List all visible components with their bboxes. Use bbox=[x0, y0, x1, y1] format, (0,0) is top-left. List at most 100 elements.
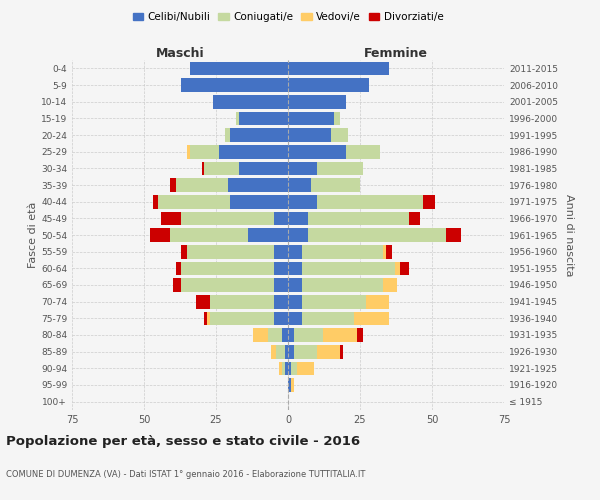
Bar bbox=[288, 328, 363, 342]
Bar bbox=[236, 112, 288, 125]
Bar bbox=[288, 262, 400, 275]
Bar bbox=[181, 245, 288, 258]
Bar bbox=[288, 212, 409, 225]
Bar bbox=[210, 312, 288, 325]
Bar bbox=[274, 312, 288, 325]
Bar bbox=[288, 78, 368, 92]
Bar bbox=[288, 295, 389, 308]
Bar bbox=[210, 295, 288, 308]
Bar bbox=[274, 295, 288, 308]
Bar bbox=[271, 345, 288, 358]
Bar bbox=[170, 228, 288, 242]
Bar bbox=[202, 162, 288, 175]
Bar bbox=[288, 245, 386, 258]
Bar bbox=[187, 145, 288, 158]
Bar bbox=[288, 262, 302, 275]
Bar bbox=[181, 212, 288, 225]
Bar bbox=[288, 312, 354, 325]
Bar bbox=[181, 212, 288, 225]
Bar bbox=[288, 178, 360, 192]
Bar bbox=[288, 228, 308, 242]
Bar bbox=[288, 345, 343, 358]
Bar bbox=[230, 128, 288, 142]
Bar bbox=[288, 378, 291, 392]
Bar bbox=[288, 95, 346, 108]
Bar bbox=[176, 178, 288, 192]
Bar bbox=[280, 362, 288, 375]
Bar bbox=[181, 262, 288, 275]
Bar bbox=[288, 78, 368, 92]
Bar bbox=[181, 78, 288, 92]
Bar bbox=[213, 95, 288, 108]
Y-axis label: Fasce di età: Fasce di età bbox=[28, 202, 38, 268]
Bar bbox=[288, 95, 346, 108]
Bar bbox=[288, 295, 389, 308]
Bar bbox=[288, 345, 340, 358]
Bar bbox=[213, 95, 288, 108]
Bar bbox=[187, 245, 288, 258]
Bar bbox=[224, 128, 288, 142]
Bar bbox=[288, 295, 302, 308]
Bar bbox=[288, 378, 294, 392]
Bar bbox=[288, 62, 389, 75]
Bar bbox=[288, 178, 360, 192]
Bar bbox=[288, 362, 314, 375]
Bar bbox=[181, 278, 288, 292]
Bar bbox=[176, 178, 288, 192]
Bar bbox=[181, 278, 288, 292]
Bar bbox=[288, 195, 424, 208]
Text: Popolazione per età, sesso e stato civile - 2016: Popolazione per età, sesso e stato civil… bbox=[6, 435, 360, 448]
Bar bbox=[288, 212, 308, 225]
Bar bbox=[210, 295, 288, 308]
Bar bbox=[288, 328, 294, 342]
Text: COMUNE DI DUMENZA (VA) - Dati ISTAT 1° gennaio 2016 - Elaborazione TUTTITALIA.IT: COMUNE DI DUMENZA (VA) - Dati ISTAT 1° g… bbox=[6, 470, 365, 479]
Bar bbox=[288, 378, 291, 392]
Bar bbox=[288, 245, 302, 258]
Bar bbox=[239, 112, 288, 125]
Bar bbox=[190, 62, 288, 75]
Bar bbox=[288, 128, 349, 142]
Bar bbox=[288, 112, 340, 125]
Bar bbox=[288, 78, 368, 92]
Bar bbox=[288, 228, 446, 242]
Bar bbox=[170, 228, 288, 242]
Bar bbox=[288, 312, 302, 325]
Bar bbox=[236, 112, 288, 125]
Bar bbox=[288, 178, 311, 192]
Bar bbox=[288, 245, 392, 258]
Bar bbox=[219, 145, 288, 158]
Bar bbox=[288, 162, 363, 175]
Bar bbox=[288, 128, 349, 142]
Bar bbox=[274, 245, 288, 258]
Bar bbox=[288, 128, 349, 142]
Bar bbox=[288, 128, 331, 142]
Bar bbox=[288, 312, 389, 325]
Bar bbox=[288, 195, 424, 208]
Bar bbox=[271, 345, 288, 358]
Text: Maschi: Maschi bbox=[155, 47, 205, 60]
Bar bbox=[187, 245, 288, 258]
Bar bbox=[288, 328, 357, 342]
Bar bbox=[288, 162, 363, 175]
Bar bbox=[152, 195, 288, 208]
Text: Femmine: Femmine bbox=[364, 47, 428, 60]
Bar bbox=[253, 328, 288, 342]
Bar bbox=[288, 328, 323, 342]
Bar bbox=[288, 278, 397, 292]
Bar bbox=[161, 212, 288, 225]
Bar bbox=[288, 362, 296, 375]
Bar bbox=[288, 145, 380, 158]
Bar bbox=[181, 78, 288, 92]
Bar bbox=[190, 62, 288, 75]
Bar bbox=[268, 328, 288, 342]
Bar bbox=[150, 228, 288, 242]
Bar bbox=[213, 95, 288, 108]
Bar bbox=[288, 362, 291, 375]
Bar bbox=[288, 212, 409, 225]
Bar bbox=[248, 228, 288, 242]
Bar bbox=[205, 312, 288, 325]
Bar bbox=[288, 62, 389, 75]
Bar bbox=[288, 145, 380, 158]
Bar bbox=[288, 212, 421, 225]
Bar bbox=[288, 62, 389, 75]
